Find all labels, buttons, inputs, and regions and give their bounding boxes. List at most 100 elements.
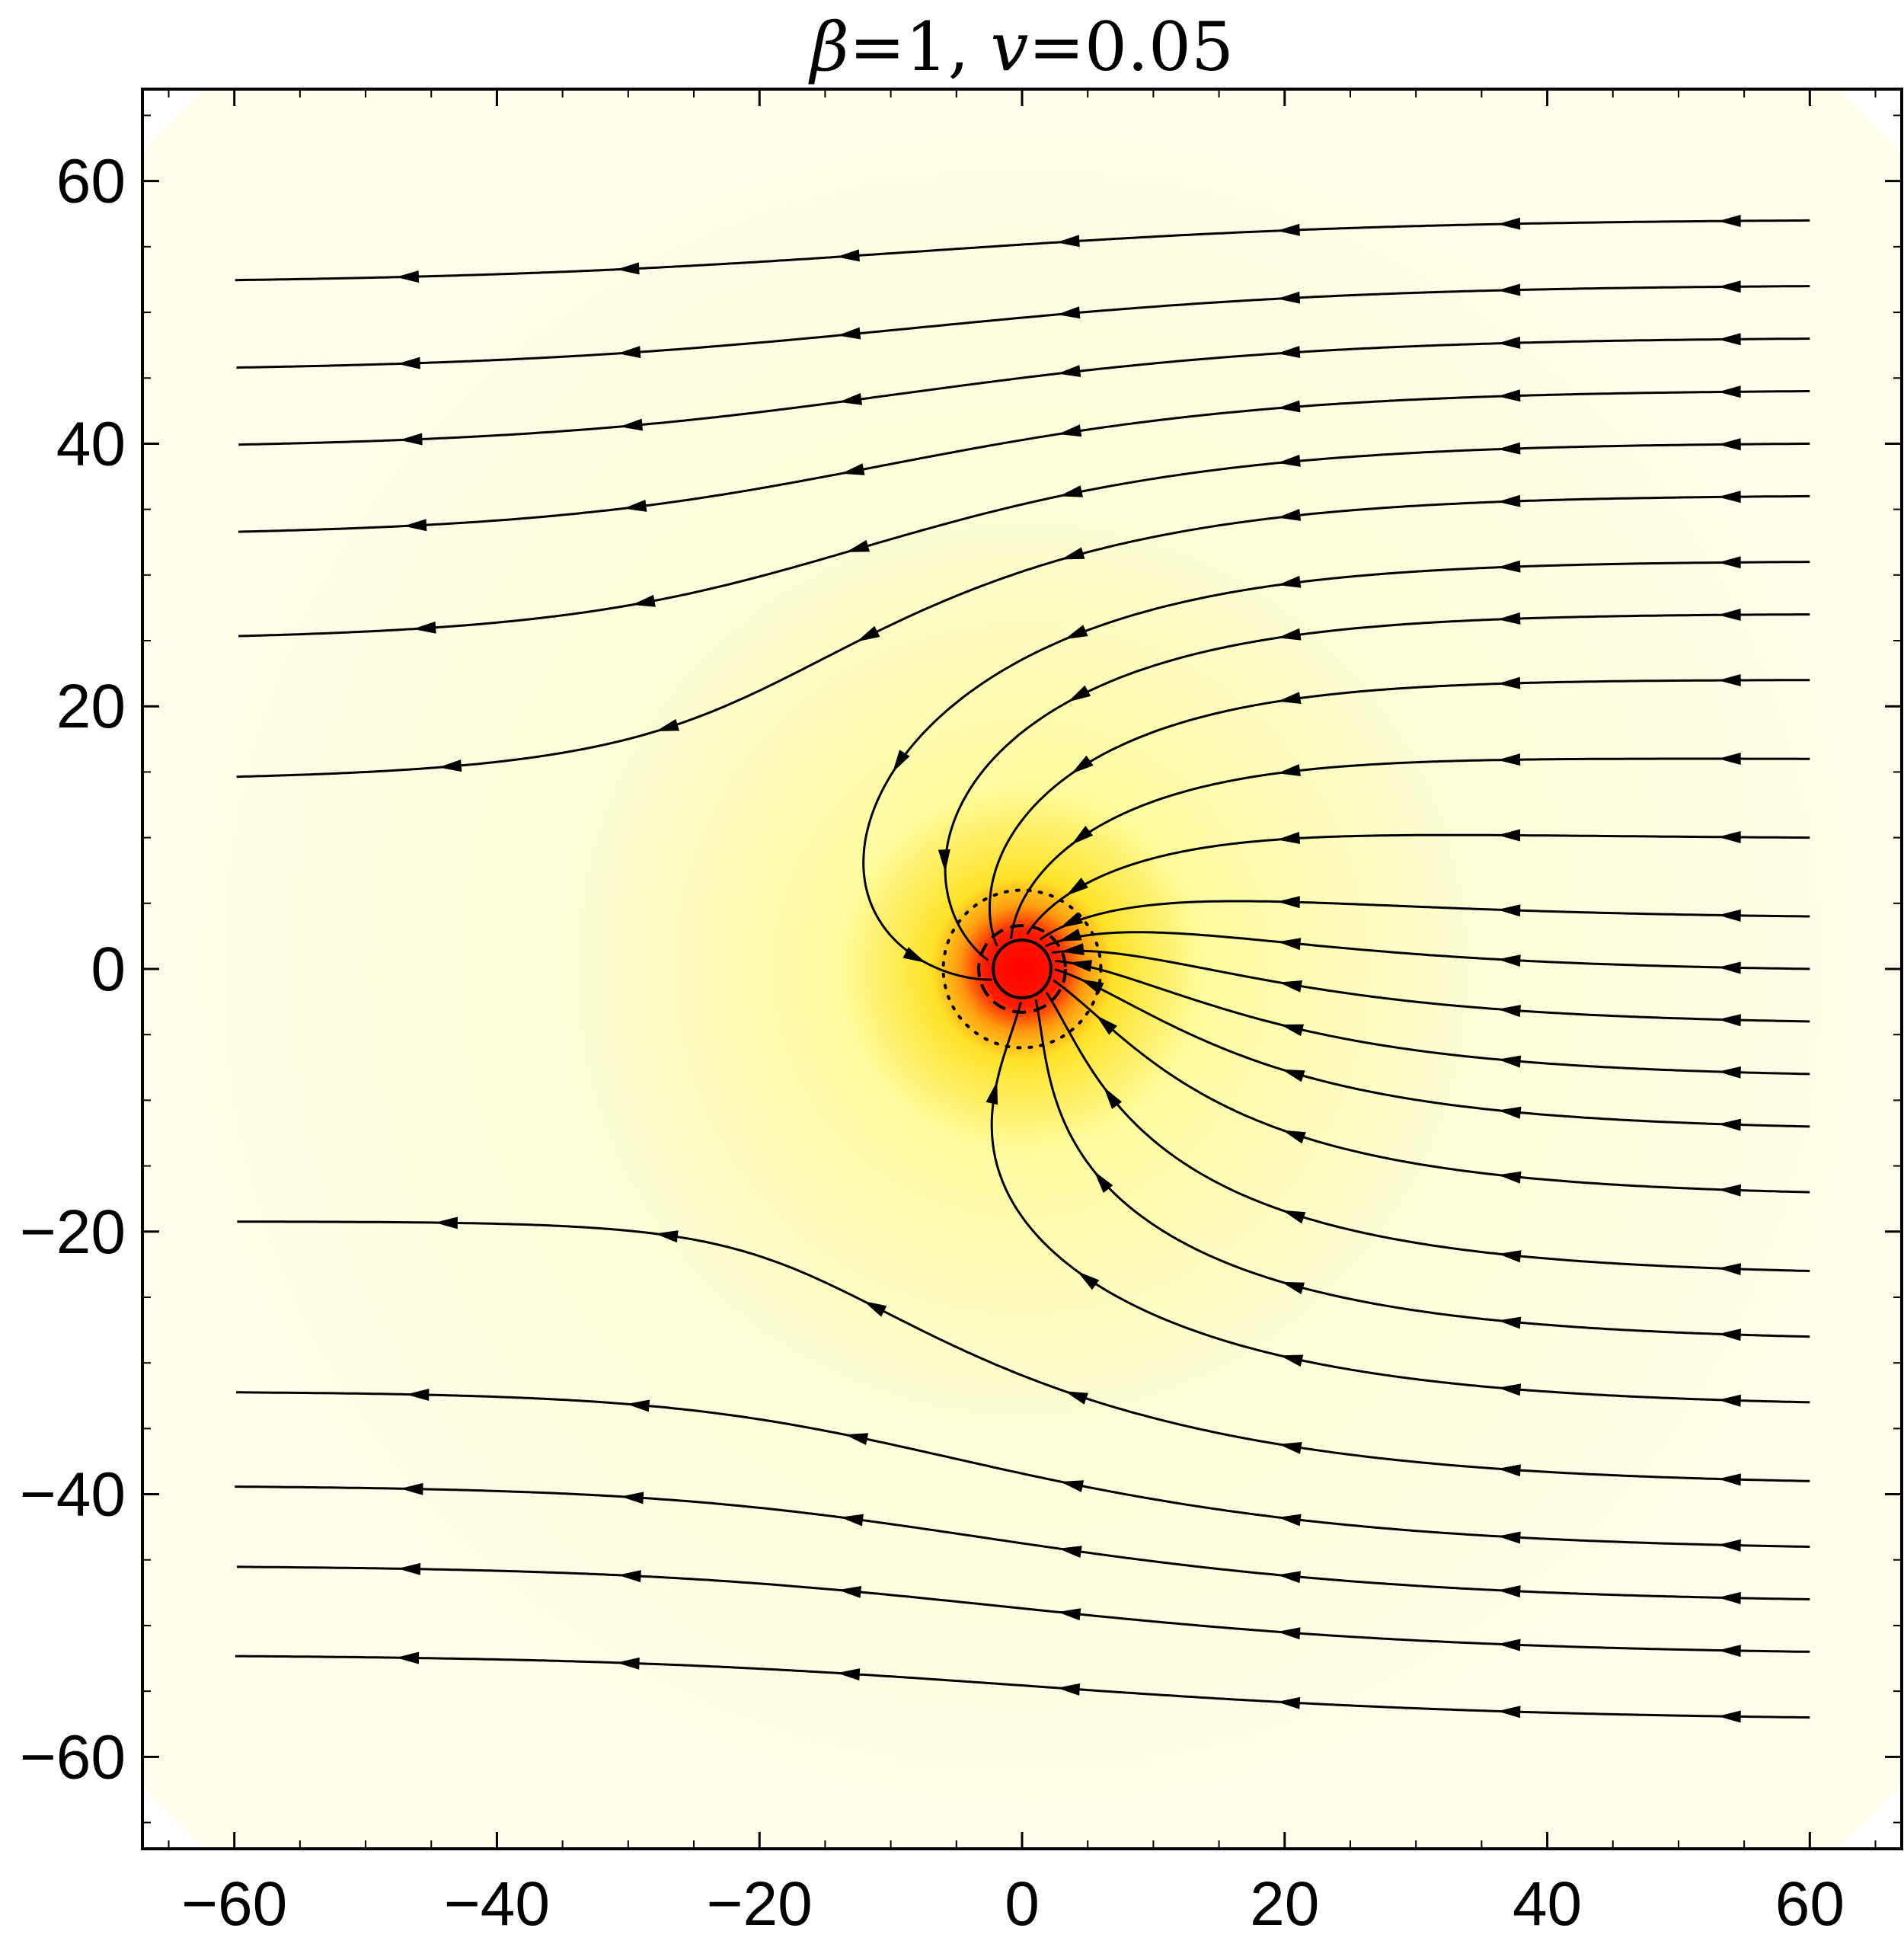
stream-arrow (1497, 1585, 1521, 1598)
stream-arrow (1717, 1263, 1741, 1275)
stream-arrow (1497, 389, 1521, 402)
streamline (1055, 959, 1810, 1076)
stream-arrow (403, 519, 427, 532)
stream-arrow (938, 849, 950, 873)
stream-arrow (1281, 1281, 1305, 1294)
stream-arrow (1717, 1184, 1741, 1197)
stream-arrow (1276, 223, 1300, 236)
stream-arrow (617, 346, 641, 359)
stream-arrow (397, 357, 420, 369)
stream-arrow (1717, 556, 1741, 569)
stream-arrow (1497, 904, 1521, 917)
stream-arrow (1057, 365, 1081, 377)
x-tick-label: −40 (444, 1869, 550, 1939)
streamline (989, 679, 1810, 947)
stream-arrow (1068, 685, 1091, 702)
stream-arrow (1717, 831, 1741, 843)
centre-marks (941, 888, 1103, 1050)
stream-arrow (1717, 491, 1741, 504)
stream-arrow (836, 249, 860, 262)
stream-arrow (1276, 896, 1300, 909)
stream-arrow (838, 1586, 861, 1598)
x-tick-label: −20 (707, 1869, 813, 1939)
x-tick-label: 0 (1005, 1869, 1040, 1939)
stream-arrow (1497, 1250, 1522, 1263)
stream-arrow (616, 1657, 640, 1670)
stream-arrow (1497, 676, 1521, 689)
streamline (1045, 992, 1810, 1272)
stream-arrow (1061, 547, 1085, 560)
stream-arrow (1497, 1316, 1522, 1329)
stream-arrow (1277, 938, 1302, 951)
stream-arrow (438, 759, 462, 772)
y-tick-label: 20 (56, 672, 126, 741)
stream-arrow (1279, 1354, 1304, 1367)
stream-arrow (1069, 960, 1092, 972)
stream-arrow (616, 262, 640, 275)
inner-disk-outline (992, 938, 1053, 999)
stream-arrow (1717, 280, 1741, 293)
x-tick-label: 40 (1513, 1869, 1582, 1939)
stream-arrow (620, 1492, 644, 1504)
stream-arrow (1497, 560, 1521, 573)
stream-arrow (1071, 755, 1094, 774)
stream-arrow (655, 718, 679, 732)
stream-arrow (1096, 1015, 1117, 1035)
stream-arrow (1277, 628, 1302, 641)
stream-arrow (1717, 1645, 1741, 1658)
stream-arrow (1497, 442, 1521, 455)
stream-arrow (863, 1301, 887, 1317)
stream-arrow (1077, 1271, 1100, 1290)
streamline (1051, 949, 1810, 1023)
stream-arrow (1059, 912, 1083, 929)
stream-arrow (1058, 1546, 1082, 1558)
stream-arrow (1497, 1383, 1522, 1396)
stream-arrow (1497, 1639, 1521, 1651)
streamline (238, 337, 1810, 446)
axis-ticks (142, 89, 1902, 1849)
stream-arrow (1065, 878, 1088, 896)
x-tick-label: 60 (1775, 1869, 1845, 1939)
stream-arrow (1056, 235, 1080, 248)
stream-arrow (1497, 494, 1521, 507)
stream-arrow (1497, 283, 1521, 296)
stream-arrow (395, 270, 419, 283)
stream-arrow (396, 1651, 420, 1664)
stream-arrow (1277, 454, 1301, 467)
stream-arrow (619, 418, 643, 431)
streamlines (235, 215, 1810, 1723)
stream-arrow (845, 539, 870, 552)
axis-tick-labels: −60 −40 −20 0 20 40 60 −60 −40 −20 0 20 40 60 (20, 147, 1845, 1939)
stream-arrow (1277, 400, 1301, 413)
stream-arrow (1497, 829, 1521, 842)
stream-arrow (618, 1570, 641, 1583)
stream-arrow (631, 594, 656, 607)
streamline (235, 1485, 1810, 1600)
stream-arrow (839, 393, 862, 405)
stream-arrow (1277, 575, 1302, 588)
stream-arrow (1497, 1055, 1522, 1068)
stream-arrow (1064, 1391, 1088, 1405)
stream-arrow (1277, 1514, 1302, 1527)
stream-arrow (1276, 346, 1301, 358)
streamline (235, 219, 1810, 282)
stream-arrow (1276, 1696, 1301, 1709)
stream-arrow (1104, 1086, 1123, 1109)
stream-arrow (623, 500, 647, 512)
stream-arrow (893, 750, 910, 772)
stream-arrow (406, 1389, 430, 1401)
y-tick-label: 60 (56, 147, 126, 216)
streamline (238, 390, 1810, 533)
stream-arrow (1497, 217, 1521, 230)
stream-arrow (1277, 509, 1302, 521)
streamline (1054, 967, 1810, 1128)
stream-arrow (434, 1217, 458, 1229)
stream-arrow (1281, 1069, 1305, 1082)
stream-arrow (1717, 909, 1741, 922)
streamline (1039, 900, 1810, 941)
streamline (237, 1220, 1810, 1482)
stream-arrow (1094, 1171, 1113, 1193)
stream-arrow (836, 1668, 861, 1681)
stream-arrow (1717, 1329, 1741, 1341)
